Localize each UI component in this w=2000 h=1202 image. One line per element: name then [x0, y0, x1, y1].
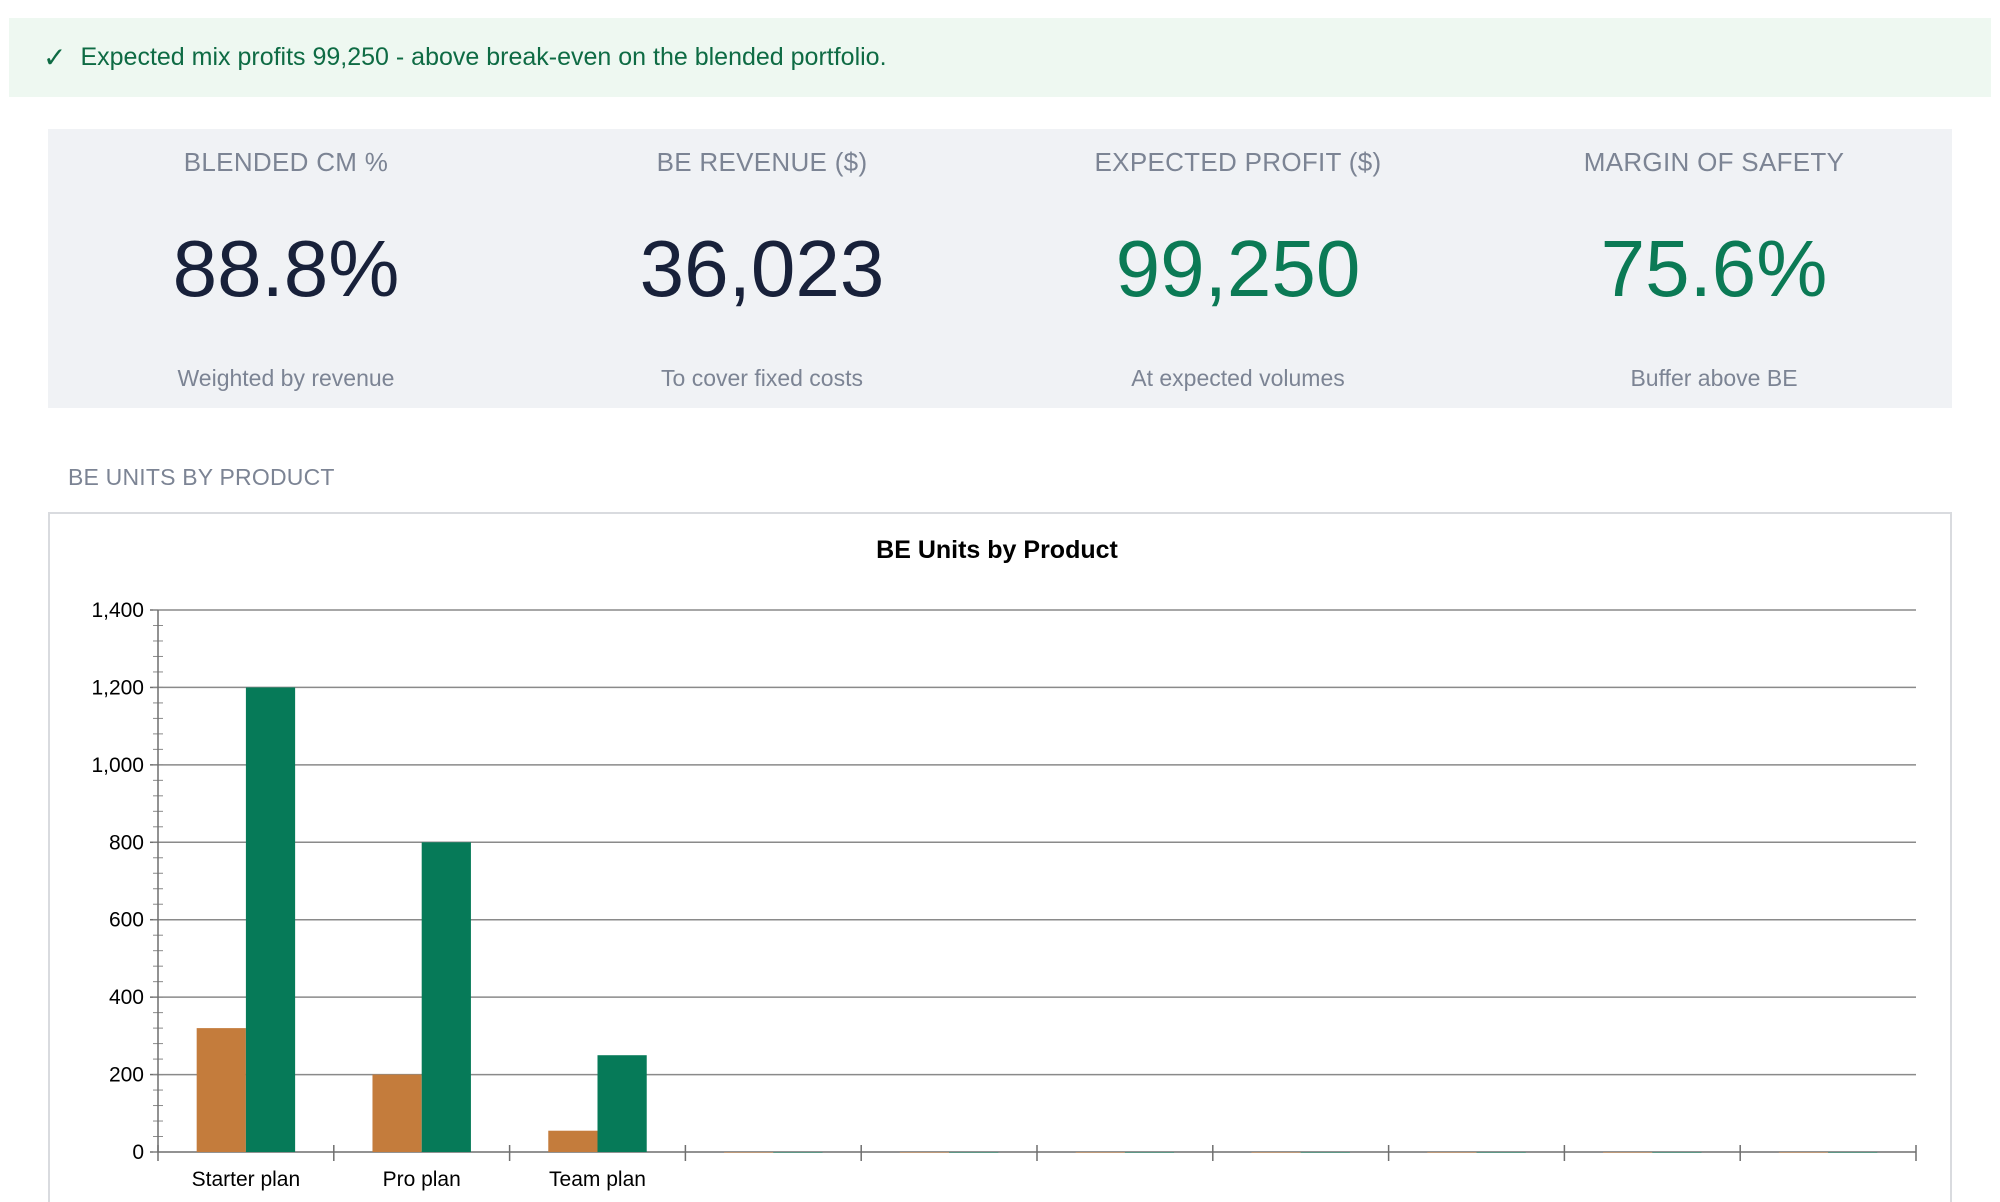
- kpi-subtitle: Buffer above BE: [1630, 365, 1798, 391]
- y-tick-label: 0: [132, 1141, 144, 1164]
- y-tick-label: 200: [109, 1064, 144, 1087]
- bar: [1251, 1152, 1301, 1153]
- kpi-value: 99,250: [1115, 224, 1361, 313]
- bar: [421, 842, 471, 1152]
- kpi-subtitle: At expected volumes: [1131, 365, 1345, 391]
- chart-title: BE Units by Product: [876, 536, 1118, 564]
- kpi-be-revenue: BE REVENUE ($) 36,023 To cover fixed cos…: [524, 129, 1000, 408]
- kpi-label: MARGIN OF SAFETY: [1583, 147, 1845, 177]
- kpi-label: EXPECTED PROFIT ($): [1094, 147, 1382, 177]
- bar: [1603, 1152, 1653, 1153]
- y-tick-label: 800: [109, 831, 144, 854]
- kpi-label: BE REVENUE ($): [656, 147, 868, 177]
- kpi-value: 75.6%: [1600, 224, 1828, 313]
- bar: [548, 1130, 598, 1152]
- chart-svg: BE Units by Product 0 200 400 600 800 1,000 1,2…: [91, 536, 1917, 1191]
- kpi-margin-of-safety: MARGIN OF SAFETY 75.6% Buffer above BE: [1476, 129, 1952, 408]
- bar: [196, 1028, 246, 1152]
- x-tick-label: Pro plan: [383, 1168, 461, 1191]
- bar: [597, 1055, 647, 1152]
- kpi-subtitle: Weighted by revenue: [177, 365, 395, 391]
- kpi-subtitle: To cover fixed costs: [661, 365, 863, 391]
- bar: [949, 1152, 999, 1153]
- y-tick-label: 1,000: [91, 754, 144, 777]
- bar: [773, 1152, 823, 1153]
- bar: [724, 1152, 774, 1153]
- bar: [1778, 1152, 1829, 1153]
- bar: [372, 1074, 422, 1152]
- kpi-blended-cm: BLENDED CM % 88.8% Weighted by revenue: [48, 129, 524, 408]
- y-tick-label: 400: [109, 986, 144, 1009]
- y-tick-label: 1,200: [91, 676, 144, 699]
- kpi-expected-profit: EXPECTED PROFIT ($) 99,250 At expected v…: [1000, 129, 1476, 408]
- kpi-label: BLENDED CM %: [183, 147, 389, 177]
- kpi-panel: BLENDED CM % 88.8% Weighted by revenue B…: [48, 129, 1952, 408]
- bar: [1427, 1152, 1477, 1153]
- check-icon: ✓: [43, 41, 67, 74]
- bar: [899, 1152, 950, 1153]
- x-tick-label: Starter plan: [192, 1168, 301, 1191]
- status-banner: ✓ Expected mix profits 99,250 - above br…: [9, 18, 1991, 97]
- status-banner-text: Expected mix profits 99,250 - above brea…: [80, 43, 887, 71]
- x-tick-label: Team plan: [549, 1168, 646, 1191]
- bar: [1828, 1152, 1878, 1153]
- y-tick-label: 1,400: [91, 599, 144, 622]
- kpi-value: 36,023: [639, 224, 885, 313]
- bar: [1075, 1152, 1125, 1153]
- bar: [245, 687, 296, 1152]
- bar: [1476, 1152, 1526, 1153]
- bar: [1124, 1152, 1175, 1153]
- section-title: BE UNITS BY PRODUCT: [68, 464, 335, 490]
- kpi-value: 88.8%: [172, 224, 400, 313]
- bar: [1652, 1152, 1702, 1153]
- be-units-chart: BE Units by Product 0 200 400 600 800 1,000 1,2…: [48, 512, 1952, 1202]
- bar: [1300, 1152, 1350, 1153]
- y-tick-label: 600: [109, 909, 144, 932]
